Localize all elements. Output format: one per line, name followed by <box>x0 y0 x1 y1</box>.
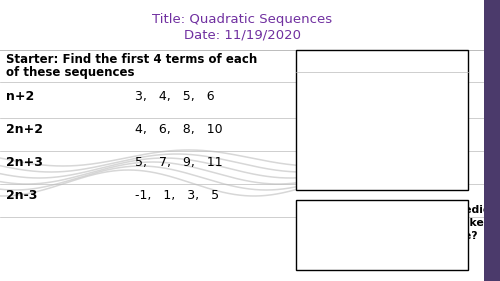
Text: -1,   1,   3,   5: -1, 1, 3, 5 <box>135 189 219 202</box>
Text: 4,   6,   8,   10: 4, 6, 8, 10 <box>135 123 222 136</box>
Text: Starter: Find the first 4 terms of each: Starter: Find the first 4 terms of each <box>6 53 257 66</box>
Text: n+2: n+2 <box>6 90 34 103</box>
Text: n=1  □  2(1) + 1 = 3: n=1 □ 2(1) + 1 = 3 <box>301 77 418 87</box>
FancyBboxPatch shape <box>296 200 468 270</box>
Text: Title: Quadratic Sequences: Title: Quadratic Sequences <box>152 13 332 26</box>
Text: eg: 2n+1: eg: 2n+1 <box>301 55 365 68</box>
Text: n=3  □  2(3) + 1 = 7: n=3 □ 2(3) + 1 = 7 <box>301 129 419 139</box>
Bar <box>484 0 500 281</box>
Text: n=4  □  2(4) + 1 = 9: n=4 □ 2(4) + 1 = 9 <box>301 155 419 165</box>
Text: 3,   4,   5,   6: 3, 4, 5, 6 <box>135 90 214 103</box>
FancyBboxPatch shape <box>296 50 468 190</box>
Text: 5,   7,   9,   11: 5, 7, 9, 11 <box>135 156 222 169</box>
Text: 2n+3: 2n+3 <box>6 156 43 169</box>
Text: Extension: How can you predict
what a sequence will look like by
looking at the : Extension: How can you predict what a se… <box>301 205 500 241</box>
Text: Date: 11/19/2020: Date: 11/19/2020 <box>184 28 300 41</box>
Text: of these sequences: of these sequences <box>6 66 134 79</box>
Text: n=2  □  2(2) + 1 = 5: n=2 □ 2(2) + 1 = 5 <box>301 103 419 113</box>
Text: 2n-3: 2n-3 <box>6 189 38 202</box>
Text: 2n+2: 2n+2 <box>6 123 43 136</box>
